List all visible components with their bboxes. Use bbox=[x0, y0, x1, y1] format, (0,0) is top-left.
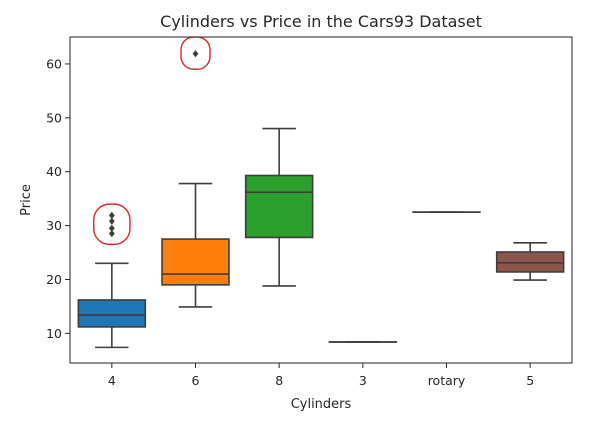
box-8 bbox=[244, 127, 314, 287]
outlier-point bbox=[108, 211, 115, 219]
x-tick-label-4: 4 bbox=[108, 373, 116, 388]
chart-title: Cylinders vs Price in the Cars93 Dataset bbox=[160, 12, 482, 31]
box-4 bbox=[77, 211, 147, 349]
box-5 bbox=[495, 242, 565, 281]
box-iqr bbox=[161, 238, 230, 286]
y-tick-label-50: 50 bbox=[46, 110, 62, 125]
x-tick-label-8: 8 bbox=[275, 373, 283, 388]
y-tick-label-30: 30 bbox=[46, 218, 62, 233]
x-axis: 4 6 8 3 rotary 5 bbox=[108, 363, 534, 388]
y-tick-label-20: 20 bbox=[46, 272, 62, 287]
outlier-point bbox=[108, 230, 115, 238]
x-tick-label-rotary: rotary bbox=[428, 373, 466, 388]
x-tick-label-3: 3 bbox=[359, 373, 367, 388]
box-iqr bbox=[77, 299, 147, 328]
y-axis-label: Price bbox=[19, 184, 34, 216]
box-iqr bbox=[244, 174, 314, 239]
boxes bbox=[77, 50, 565, 349]
x-tick-label-5: 5 bbox=[526, 373, 534, 388]
x-tick-label-6: 6 bbox=[192, 373, 200, 388]
box-6 bbox=[161, 50, 230, 308]
outlier-highlight-circle-4 bbox=[93, 203, 131, 246]
y-tick-label-60: 60 bbox=[46, 56, 62, 71]
outlier-point bbox=[108, 217, 115, 225]
outlier-point bbox=[108, 224, 115, 232]
box-iqr bbox=[495, 251, 565, 273]
y-tick-label-40: 40 bbox=[46, 164, 62, 179]
y-tick-label-10: 10 bbox=[46, 326, 62, 341]
plot-frame bbox=[69, 36, 573, 364]
y-axis: 10 20 30 40 50 60 bbox=[46, 56, 70, 341]
x-axis-label: Cylinders bbox=[291, 397, 352, 412]
outlier-point bbox=[192, 50, 199, 58]
